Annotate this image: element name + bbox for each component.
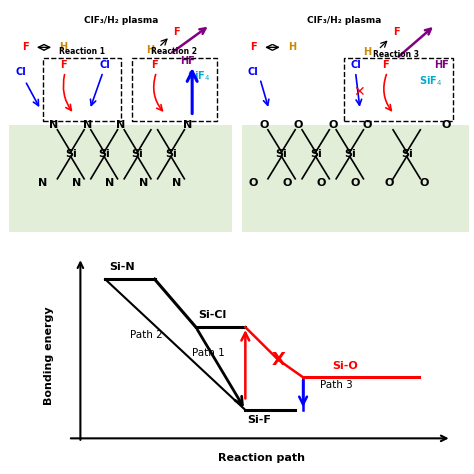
Text: F: F [151,60,157,70]
Text: O: O [248,178,258,188]
Text: N: N [116,120,126,130]
Text: H: H [363,47,371,57]
Text: Si: Si [98,149,110,159]
Text: HF: HF [180,56,195,66]
Text: O: O [351,178,360,188]
Text: O: O [385,178,394,188]
Text: ✕: ✕ [353,85,365,99]
Text: Reaction 3: Reaction 3 [373,50,419,58]
Text: Si: Si [132,149,144,159]
Text: F: F [173,27,180,37]
Text: Path 3: Path 3 [319,380,352,390]
Text: O: O [442,120,451,130]
Text: F: F [60,60,66,70]
Bar [132,58,217,121]
Text: N: N [83,120,92,130]
Text: Si-O: Si-O [332,361,358,371]
FancyBboxPatch shape [9,125,232,232]
Text: O: O [419,178,428,188]
Bar [43,58,121,121]
Text: Path 1: Path 1 [192,347,225,357]
Text: N: N [49,120,59,130]
Text: F: F [250,42,256,52]
Text: Reaction path: Reaction path [219,453,305,463]
Text: ClF₃/H₂ plasma: ClF₃/H₂ plasma [84,16,158,25]
Text: O: O [362,120,372,130]
Text: SiF$_4$: SiF$_4$ [187,69,210,83]
Text: Cl: Cl [350,60,361,70]
Text: ClF₃/H₂ plasma: ClF₃/H₂ plasma [307,16,381,25]
Text: Si: Si [65,149,77,159]
Text: SiF$_4$: SiF$_4$ [419,74,442,88]
Text: O: O [328,120,337,130]
Text: Si: Si [344,149,356,159]
Text: Si: Si [310,149,321,159]
Text: H: H [59,42,67,52]
FancyBboxPatch shape [242,125,469,232]
Text: O: O [317,178,326,188]
Text: Path 2: Path 2 [130,330,163,340]
Text: Si: Si [276,149,287,159]
Text: O: O [260,120,269,130]
Bar [344,58,453,121]
Text: N: N [172,178,181,188]
Text: Reaction 1: Reaction 1 [59,47,105,56]
Text: Cl: Cl [15,67,26,77]
Text: Bonding energy: Bonding energy [45,306,55,405]
Text: H: H [288,42,296,52]
Text: F: F [393,27,400,37]
Text: Reaction 2: Reaction 2 [151,47,197,56]
Text: X: X [272,351,285,369]
Text: O: O [294,120,303,130]
Text: Cl: Cl [100,60,110,70]
Text: Si-Cl: Si-Cl [198,310,226,320]
Text: Si-N: Si-N [109,263,135,273]
Text: F: F [22,42,28,52]
Text: Cl: Cl [248,67,258,77]
Text: N: N [72,178,81,188]
Text: N: N [105,178,114,188]
Text: N: N [183,120,192,130]
Text: Si: Si [401,149,412,159]
Text: O: O [283,178,292,188]
Text: H: H [146,45,154,55]
Text: N: N [138,178,148,188]
Text: Si: Si [165,149,177,159]
Text: HF: HF [435,60,449,70]
Text: F: F [382,60,388,70]
Text: N: N [38,178,47,188]
Text: Si-F: Si-F [247,415,271,425]
